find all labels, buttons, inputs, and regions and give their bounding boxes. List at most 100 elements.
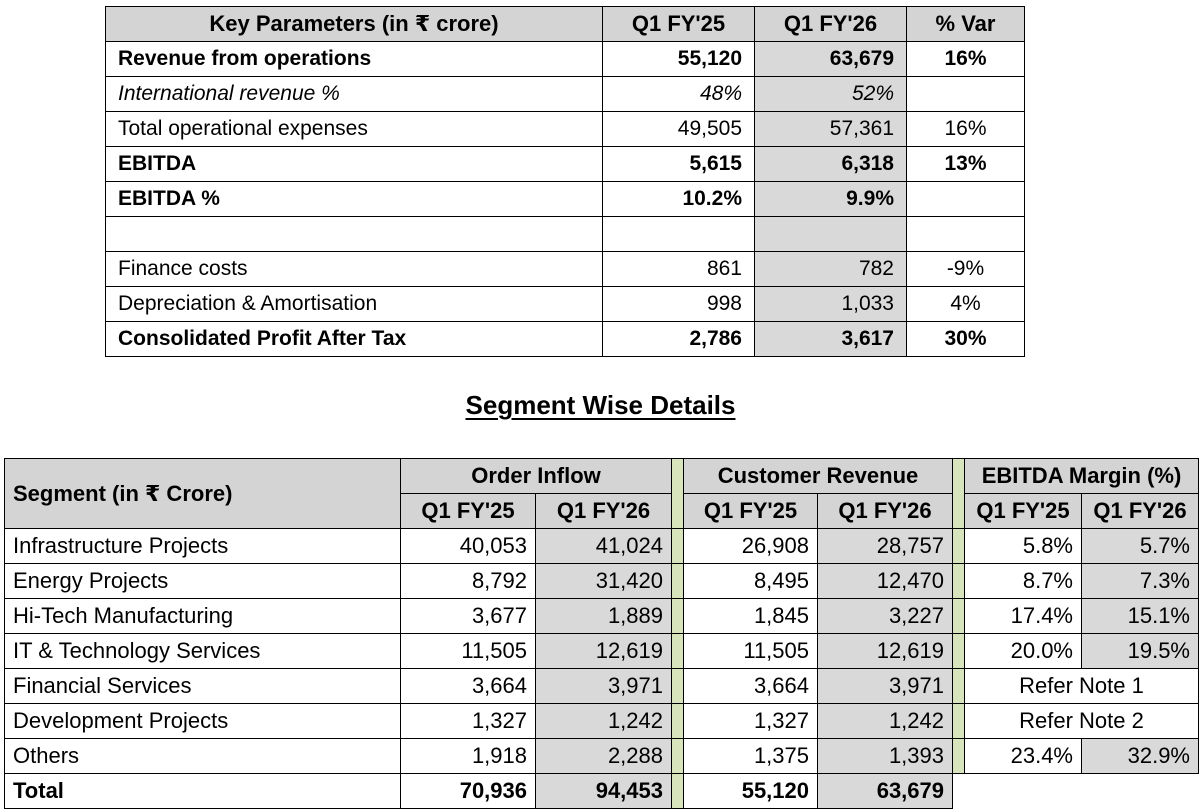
column-separator	[952, 738, 965, 774]
oi-q1-fy26-header: Q1 FY'26	[535, 493, 672, 529]
q1-fy25-value: 49,505	[602, 111, 755, 147]
key-parameters-table: Key Parameters (in ₹ crore) Q1 FY'25 Q1 …	[105, 6, 1025, 357]
em-q1-fy26-header: Q1 FY'26	[1081, 493, 1199, 529]
ebitda-margin-q1-fy25: 5.8%	[964, 528, 1082, 564]
customer-revenue-q1-fy26: 28,757	[817, 528, 953, 564]
q1-fy26-value: 6,318	[754, 146, 907, 182]
column-separator	[671, 633, 684, 669]
order-inflow-q1-fy25: 40,053	[400, 528, 536, 564]
oi-q1-fy25-header: Q1 FY'25	[400, 493, 536, 529]
segment-name: Development Projects	[4, 703, 401, 739]
customer-revenue-q1-fy25: 3,664	[683, 668, 818, 704]
column-separator	[952, 528, 965, 564]
key-table-body: Revenue from operations 55,120 63,679 16% In…	[105, 41, 1025, 357]
pct-var-value: 4%	[906, 286, 1025, 322]
column-separator	[952, 598, 965, 634]
customer-revenue-q1-fy25: 11,505	[683, 633, 818, 669]
key-table-row: EBITDA % 10.2% 9.9%	[105, 181, 1025, 217]
customer-revenue-q1-fy25: 1,845	[683, 598, 818, 634]
segment-name: Infrastructure Projects	[4, 528, 401, 564]
parameter-label: Revenue from operations	[105, 41, 603, 77]
segment-name: Others	[4, 738, 401, 774]
segment-row: Development Projects 1,327 1,242 1,327 1,242…	[4, 703, 1199, 739]
column-separator	[952, 563, 965, 599]
order-inflow-q1-fy26: 2,288	[535, 738, 672, 774]
segment-row: Financial Services 3,664 3,971 3,664 3,971 Re…	[4, 668, 1199, 704]
segment-name: IT & Technology Services	[4, 633, 401, 669]
q1-fy25-value: 861	[602, 251, 755, 287]
q1-fy25-value	[602, 216, 755, 252]
q1-fy25-value: 48%	[602, 76, 755, 112]
pct-var-value	[906, 216, 1025, 252]
column-separator	[952, 458, 965, 529]
ebitda-margin-q1-fy25: 17.4%	[964, 598, 1082, 634]
order-inflow-q1-fy25: 1,327	[400, 703, 536, 739]
column-separator	[671, 668, 684, 704]
ebitda-margin-q1-fy26: 15.1%	[1081, 598, 1199, 634]
segment-header: Segment (in ₹ Crore)	[4, 458, 401, 529]
cr-q1-fy25-header: Q1 FY'25	[683, 493, 818, 529]
customer-revenue-q1-fy26: 1,242	[817, 703, 953, 739]
q1-fy25-value: 10.2%	[602, 181, 755, 217]
segment-title-text: Segment Wise Details	[465, 390, 736, 420]
customer-revenue-q1-fy26: 12,619	[817, 633, 953, 669]
column-separator	[671, 738, 684, 774]
segment-period-header-row: Q1 FY'25 Q1 FY'26 Q1 FY'25 Q1 FY'26 Q1 F…	[5, 493, 1199, 529]
pct-var-value: 13%	[906, 146, 1025, 182]
q1-fy25-value: 998	[602, 286, 755, 322]
parameter-label: EBITDA	[105, 146, 603, 182]
key-table-row	[105, 216, 1025, 252]
order-inflow-header: Order Inflow	[400, 458, 672, 494]
order-inflow-q1-fy26: 41,024	[535, 528, 672, 564]
order-inflow-q1-fy25: 11,505	[400, 633, 536, 669]
order-inflow-q1-fy25: 3,664	[400, 668, 536, 704]
q1-fy26-value	[754, 216, 907, 252]
order-inflow-q1-fy26: 31,420	[535, 563, 672, 599]
pct-var-value: 16%	[906, 41, 1025, 77]
ebitda-margin-q1-fy26: 32.9%	[1081, 738, 1199, 774]
parameter-label: Depreciation & Amortisation	[105, 286, 603, 322]
key-table-row: Depreciation & Amortisation 998 1,033 4%	[105, 286, 1025, 322]
customer-revenue-q1-fy26: 1,393	[817, 738, 953, 774]
ebitda-margin-q1-fy26: 7.3%	[1081, 563, 1199, 599]
column-separator	[952, 668, 965, 704]
total-order-inflow-q1-fy26: 94,453	[535, 773, 672, 809]
parameter-label	[105, 216, 603, 252]
q1-fy26-value: 1,033	[754, 286, 907, 322]
order-inflow-q1-fy26: 3,971	[535, 668, 672, 704]
customer-revenue-q1-fy25: 26,908	[683, 528, 818, 564]
q1-fy25-value: 5,615	[602, 146, 755, 182]
parameter-label: EBITDA %	[105, 181, 603, 217]
key-table-row: Revenue from operations 55,120 63,679 16%	[105, 41, 1025, 77]
column-separator	[671, 458, 684, 529]
parameter-label: Finance costs	[105, 251, 603, 287]
column-separator	[671, 703, 684, 739]
pct-var-value: -9%	[906, 251, 1025, 287]
segment-group-header-row: Segment (in ₹ Crore) Order Inflow Custom…	[4, 458, 1199, 529]
segment-table-body: Infrastructure Projects 40,053 41,024 26,90…	[4, 528, 1199, 809]
empty-cell	[952, 773, 1199, 809]
key-parameters-header: Key Parameters (in ₹ crore)	[105, 6, 603, 42]
ebitda-margin-note: Refer Note 1	[964, 668, 1199, 704]
column-separator	[671, 528, 684, 564]
customer-revenue-q1-fy25: 1,327	[683, 703, 818, 739]
pct-var-value: 16%	[906, 111, 1025, 147]
ebitda-margin-note: Refer Note 2	[964, 703, 1199, 739]
pct-var-value: 30%	[906, 321, 1025, 357]
q1-fy25-header: Q1 FY'25	[602, 6, 755, 42]
q1-fy26-value: 9.9%	[754, 181, 907, 217]
order-inflow-q1-fy26: 1,889	[535, 598, 672, 634]
segment-name: Energy Projects	[4, 563, 401, 599]
em-q1-fy25-header: Q1 FY'25	[964, 493, 1082, 529]
key-table-header-row: Key Parameters (in ₹ crore) Q1 FY'25 Q1 …	[105, 6, 1025, 42]
q1-fy26-value: 782	[754, 251, 907, 287]
column-separator	[671, 563, 684, 599]
customer-revenue-header: Customer Revenue	[683, 458, 953, 494]
order-inflow-q1-fy25: 1,918	[400, 738, 536, 774]
segment-row: Others 1,918 2,288 1,375 1,393 23.4% 32.9%	[4, 738, 1199, 774]
key-table-row: Finance costs 861 782 -9%	[105, 251, 1025, 287]
key-table-row: Total operational expenses 49,505 57,361 16…	[105, 111, 1025, 147]
total-order-inflow-q1-fy25: 70,936	[400, 773, 536, 809]
pct-var-header: % Var	[906, 6, 1025, 42]
segment-row: IT & Technology Services 11,505 12,619 11,5…	[4, 633, 1199, 669]
